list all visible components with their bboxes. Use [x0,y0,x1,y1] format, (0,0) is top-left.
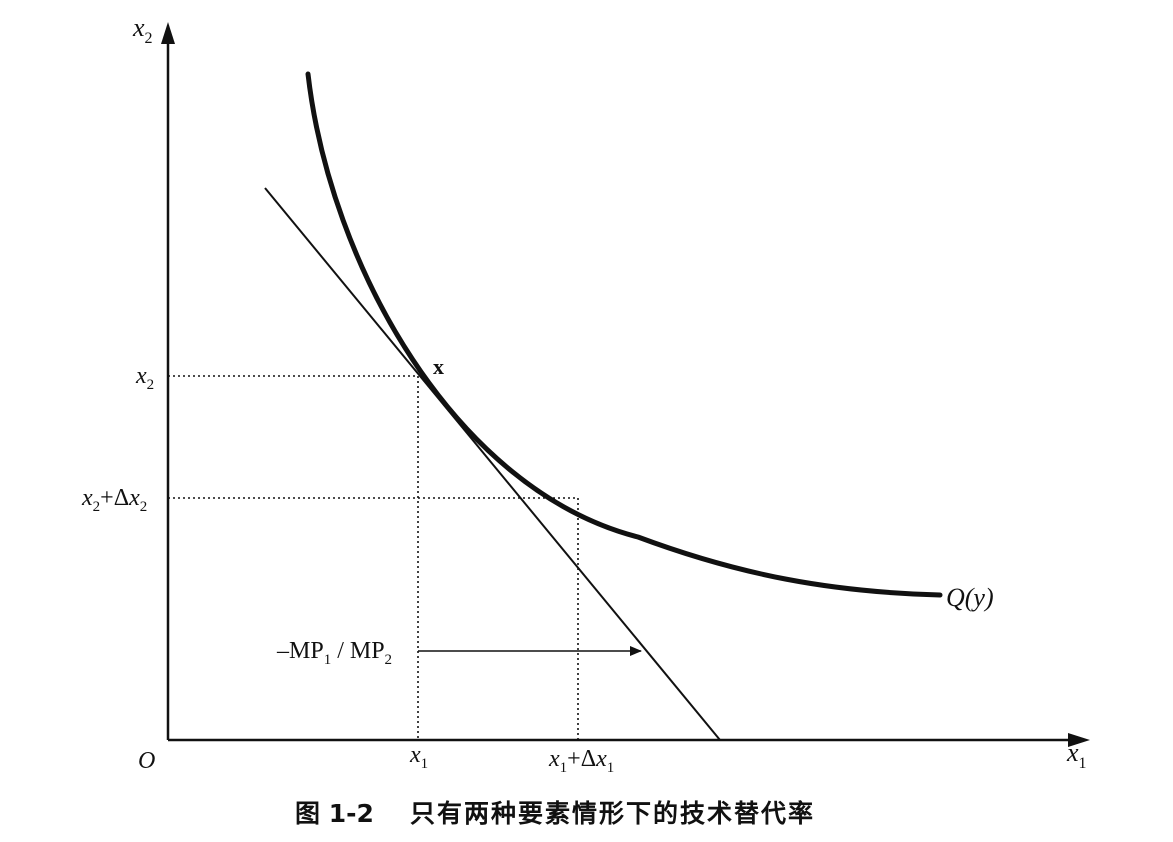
isoquant-curve [305,71,943,598]
x-axis-label: x1 [1066,738,1087,772]
y-axis-arrowhead [161,22,175,44]
y-tick-label-x2-plus-dx2: x2+Δx2 [81,485,147,515]
tangent-line [264,187,721,741]
x-axis-arrowhead [1068,733,1090,747]
y-axis-label: x2 [132,13,153,47]
figure-caption-title: 只有两种要素情形下的技术替代率 [410,799,815,828]
origin-label: O [138,748,155,774]
slope-label: –MP1 / MP2 [276,638,392,668]
x-tick-label-x1: x1 [409,742,428,772]
curve-label: Q(y) [946,583,994,612]
x-tick-label-x1-plus-dx1: x1+Δx1 [548,746,614,776]
figure-caption-number: 图 1-2 [295,799,374,828]
point-x-label: x [433,354,444,379]
y-tick-label-x2: x2 [135,363,154,393]
